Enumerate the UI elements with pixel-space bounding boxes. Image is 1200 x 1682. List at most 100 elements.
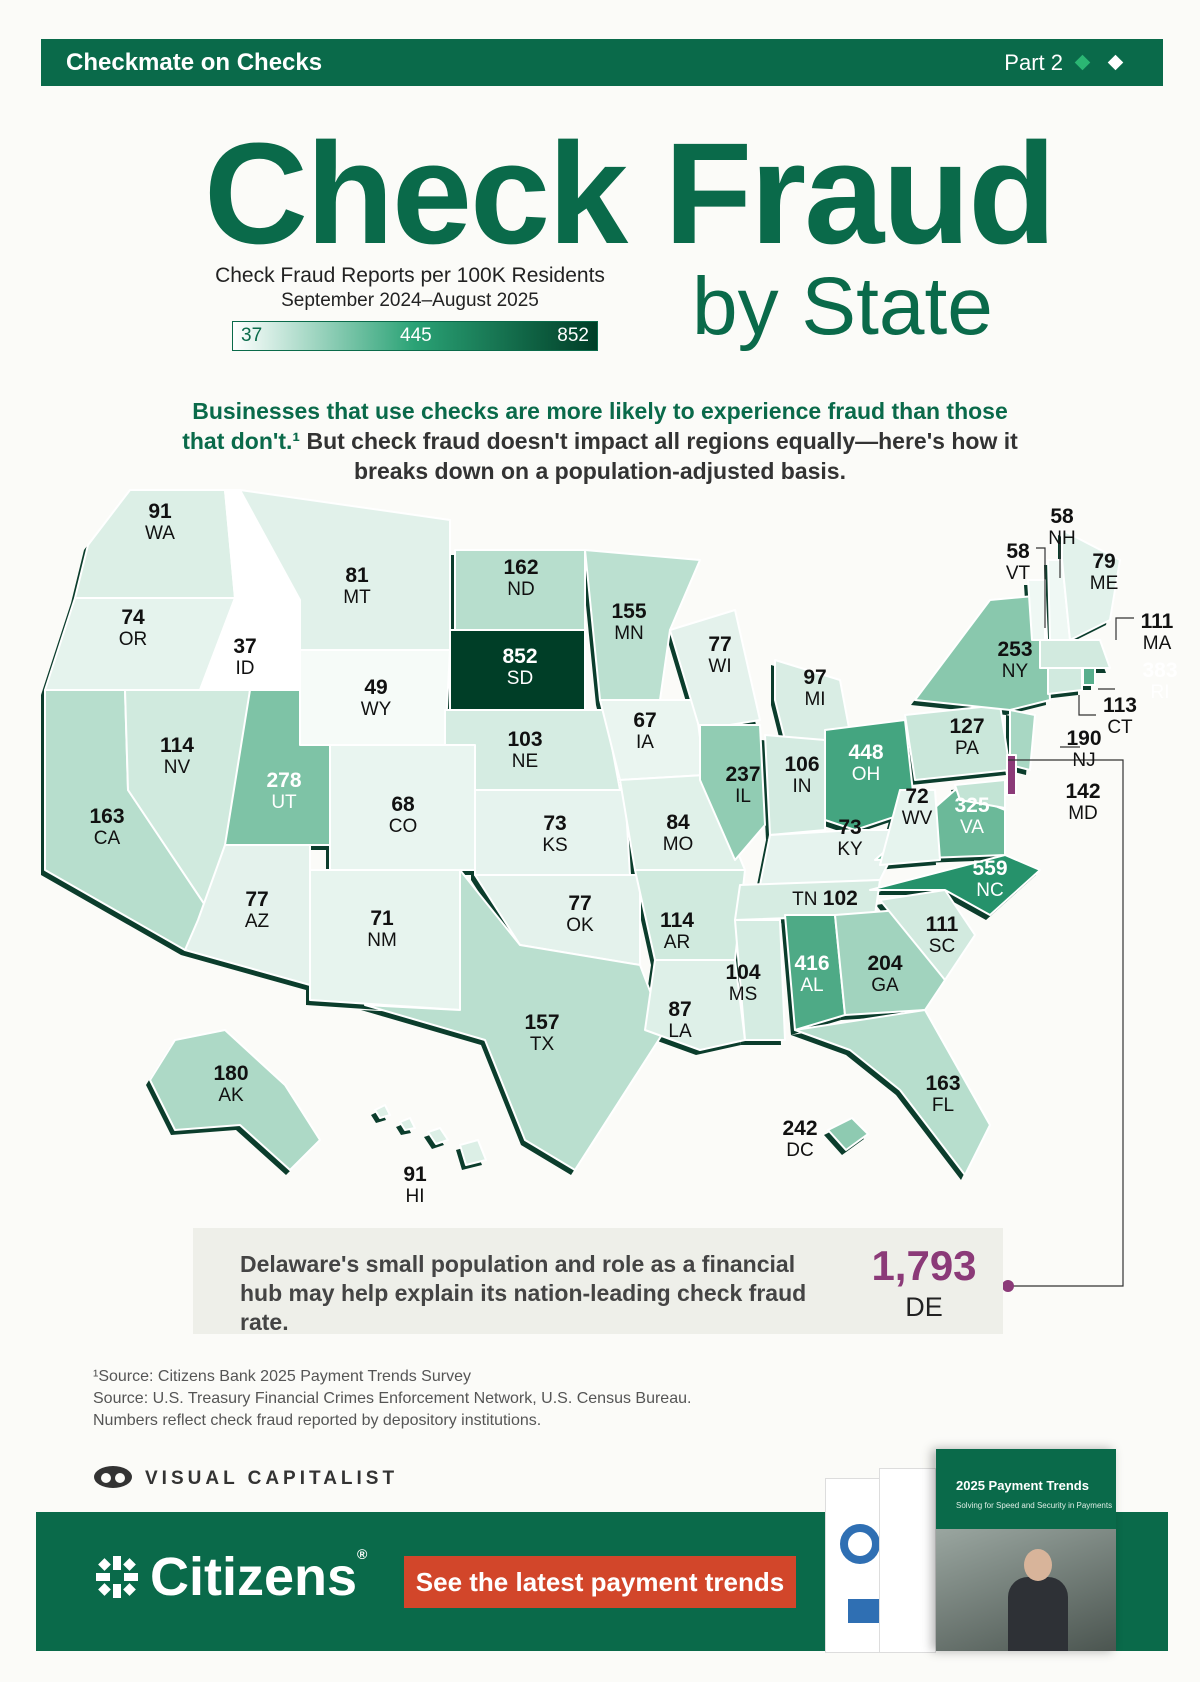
state-label-pa: 127 PA [927,716,1007,760]
state-de[interactable] [1006,754,1017,796]
state-value: 162 [503,556,539,579]
state-wv[interactable] [879,789,941,866]
state-abbr: CT [1107,717,1133,738]
intro-rest: But check fraud doesn't impact all regio… [306,428,1018,484]
state-ms[interactable] [734,919,786,1041]
state-ak[interactable] [149,1029,321,1171]
callout-value: 1,793 [871,1242,977,1289]
state-abbr: IN [792,776,812,797]
state-value: 87 [668,998,692,1021]
state-abbr: GA [871,975,899,996]
report-page-preview [879,1468,936,1653]
state-label-wv: 72 WV [877,786,957,830]
state-value: 77 [245,888,269,911]
state-value: 237 [725,763,761,786]
state-label-ar: 114 AR [637,910,717,954]
state-abbr: OR [118,629,148,650]
state-oh[interactable] [824,719,916,831]
state-value: 253 [997,638,1033,661]
state-value: 852 [502,645,538,668]
state-label-in: 106 IN [762,754,842,798]
payment-trends-button[interactable]: See the latest payment trends [404,1556,796,1608]
sponsor-footer: Citizens® See the latest payment trends … [36,1449,1168,1653]
state-abbr: MO [662,834,694,855]
header-bar: Checkmate on Checks Part 2 [41,39,1163,86]
state-value: 91 [403,1163,427,1186]
state-hi[interactable] [374,1104,487,1166]
state-label-oh: 448 OH [826,742,906,786]
state-wi[interactable] [669,609,761,731]
state-fl[interactable] [794,1009,991,1176]
state-nc[interactable] [869,854,1041,916]
state-label-ms: 104 MS [703,962,783,1006]
report-cover[interactable]: 2025 Payment Trends Solving for Speed an… [936,1449,1116,1651]
state-label-sc: 111 SC [902,914,982,958]
scale-mid: 445 [400,325,432,346]
state-value: 77 [568,892,592,915]
state-value: 49 [364,676,388,699]
color-scale: 37 445 852 [232,321,598,351]
state-abbr: OK [566,915,594,936]
state-value: 91 [148,500,172,523]
state-label-ri: 383 RI [1120,660,1200,704]
state-abbr: DC [786,1140,814,1161]
state-ma[interactable] [1039,639,1111,669]
state-me[interactable] [1061,529,1121,641]
state-label-fl: 163 FL [903,1073,983,1117]
state-sc[interactable] [879,889,976,981]
state-label-ca: 163 CA [67,806,147,850]
state-label-nv: 114 NV [137,735,217,779]
state-in[interactable] [764,734,826,836]
state-ri[interactable] [1082,667,1096,686]
state-az[interactable] [184,844,311,986]
state-label-ma: 111 MA [1117,611,1197,655]
state-label-nd: 162 ND [481,557,561,601]
state-label-mn: 155 MN [589,601,669,645]
state-abbr: NJ [1072,750,1096,771]
state-label-nh: 58 NH [1022,506,1102,550]
state-abbr: KS [542,835,568,856]
state-label-dc: 242 DC [760,1118,840,1162]
state-la[interactable] [644,959,746,1051]
state-vt[interactable] [1027,579,1046,641]
state-label-ga: 204 GA [845,953,925,997]
state-value: 142 [1065,780,1101,803]
state-abbr: AK [218,1085,244,1106]
vt-leader-line [1036,547,1046,628]
de-marker [1002,1280,1014,1292]
state-label-ne: 103 NE [485,729,565,773]
state-label-ia: 67 IA [605,710,685,754]
intro-text: Businesses that use checks are more like… [170,396,1030,486]
state-label-me: 79 ME [1064,551,1144,595]
state-md[interactable] [954,779,1006,809]
state-label-ct: 113 CT [1080,695,1160,739]
state-label-ks: 73 KS [515,813,595,857]
state-abbr: NE [511,751,539,772]
state-value: 163 [89,805,125,828]
legend-period: September 2024–August 2025 [281,290,539,311]
callout-text: Delaware's small population and role as … [240,1251,807,1335]
state-abbr: UT [271,792,297,813]
state-abbr: MN [614,623,644,644]
state-label-nm: 71 NM [342,908,422,952]
state-abbr: KY [837,839,863,860]
state-mn[interactable] [584,549,701,701]
state-label-nj: 190 NJ [1044,728,1124,772]
state-shadow [371,1110,482,1170]
state-abbr: IL [735,786,751,807]
state-value: 325 [954,794,990,817]
state-value: 190 [1066,727,1102,750]
state-label-id: 37 ID [205,636,285,680]
state-dc[interactable] [827,1117,869,1151]
state-label-ny: 253 NY [975,639,1055,683]
state-tx[interactable] [364,869,666,1171]
state-abbr: AL [800,975,824,996]
state-value: 114 [660,909,694,932]
state-abbr: NV [163,757,191,778]
state-ct[interactable] [1047,667,1083,695]
state-abbr: RI [1150,682,1170,703]
publisher-logo[interactable]: VISUAL CAPITALIST [93,1463,394,1493]
state-il[interactable] [699,724,766,861]
state-label-il: 237 IL [703,764,783,808]
